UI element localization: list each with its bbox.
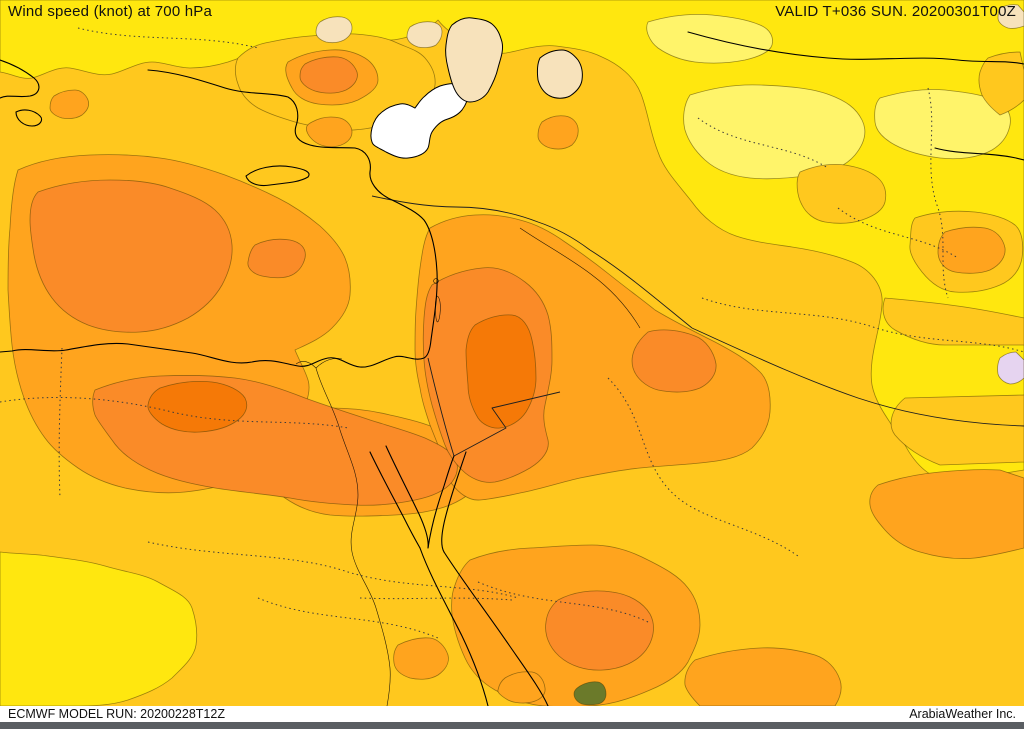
- contour-yellow-bottomleft: [0, 551, 198, 706]
- contour-orange-bottomright: [684, 647, 842, 706]
- amber-patch-corner: [978, 51, 1024, 116]
- contour-dark-nw: [29, 179, 233, 333]
- coastline-island: [245, 165, 310, 187]
- page-title: Wind speed (knot) at 700 hPa: [8, 3, 213, 20]
- dotted-boundaries: [0, 27, 1024, 639]
- yellow-regions: [0, 0, 1024, 706]
- contour-deep-west: [147, 380, 248, 433]
- map-canvas: [0, 0, 1024, 706]
- credit-label: ArabiaWeather Inc.: [909, 707, 1016, 721]
- dotted-boundary-6: [927, 87, 949, 299]
- contour-deep-levant: [465, 314, 537, 429]
- wind-speed-map: [0, 0, 1024, 706]
- dotted-boundary-10: [697, 117, 829, 169]
- contour-dark-topcenter: [299, 56, 358, 94]
- model-run-label: ECMWF MODEL RUN: 20200228T12Z: [8, 707, 225, 721]
- contour-dark-nw-small: [247, 238, 306, 279]
- coastline-mediterranean: [0, 69, 438, 368]
- river-delta-1: [295, 361, 317, 369]
- dotted-boundary-11: [58, 347, 63, 499]
- dotted-boundary-7: [477, 581, 649, 623]
- river-main: [315, 367, 391, 706]
- contour-lemon-2: [874, 89, 1011, 160]
- border-north: [371, 195, 591, 251]
- cream-zone-corner: [997, 4, 1024, 29]
- cream-zone-4: [406, 21, 443, 48]
- dotted-boundary-12: [359, 597, 513, 601]
- contour-orange-top-small: [306, 116, 353, 148]
- lavender-zone: [997, 351, 1024, 385]
- valid-time-label: VALID T+036 SUN. 20200301T00Z: [775, 3, 1016, 20]
- dotted-boundary-5: [77, 27, 259, 49]
- coastline-redsea-west: [419, 547, 489, 706]
- contour-orange-dot-1: [393, 637, 449, 680]
- cream-zone-3: [315, 16, 353, 43]
- river-northeast: [519, 227, 641, 329]
- special-zones: [315, 4, 1024, 706]
- country-borders: [371, 195, 1024, 457]
- amber-patch-right-3: [890, 394, 1024, 466]
- footer-bar: [0, 722, 1024, 729]
- coastlines: [0, 31, 1024, 706]
- amber-patches: [234, 33, 1024, 466]
- coastline-topleft-2: [15, 109, 43, 127]
- lake-small-2: [433, 278, 439, 284]
- dotted-boundary-4: [147, 541, 519, 599]
- coastline-topright-1: [687, 31, 1024, 65]
- border-east-long: [691, 327, 1024, 427]
- border-northeast: [589, 249, 693, 329]
- river-delta-2: [315, 358, 343, 369]
- contour-lemon-3: [646, 13, 773, 64]
- border-zigzag: [453, 391, 561, 457]
- cream-zone-1: [445, 17, 503, 103]
- amber-patch-right-2: [882, 297, 1024, 346]
- coastline-topright-2: [934, 147, 1024, 161]
- deep-orange-cores: [147, 314, 537, 433]
- cream-zone-2: [536, 49, 583, 99]
- amber-patch-right-4: [796, 164, 887, 224]
- dotted-boundary-2: [701, 297, 1024, 353]
- contour-orange-dot-topleft: [49, 89, 90, 119]
- lake-small-1: [435, 295, 441, 323]
- coastline-gulf-west-1: [369, 451, 421, 549]
- dotted-boundary-8: [837, 207, 959, 259]
- olive-zone: [573, 681, 607, 706]
- dotted-boundary-1: [0, 396, 349, 429]
- contour-dark-bottom-core: [545, 590, 654, 671]
- coastline-redsea-east: [443, 551, 549, 706]
- coastline-gulf-east-2: [441, 451, 467, 553]
- coastline-topleft-1: [0, 59, 40, 99]
- border-diagonal: [427, 357, 455, 457]
- contour-orange-right-band: [869, 469, 1024, 560]
- footer-strip: ECMWF MODEL RUN: 20200228T12Z ArabiaWeat…: [0, 706, 1024, 722]
- coastline-gulf-east-1: [427, 455, 455, 549]
- contour-dark-east-core: [631, 329, 717, 393]
- calm-white-zone: [370, 83, 469, 159]
- contour-orange-right-core: [937, 226, 1006, 274]
- contour-orange-top-small-2: [537, 115, 579, 150]
- coastline-gulf-west-2: [385, 445, 429, 549]
